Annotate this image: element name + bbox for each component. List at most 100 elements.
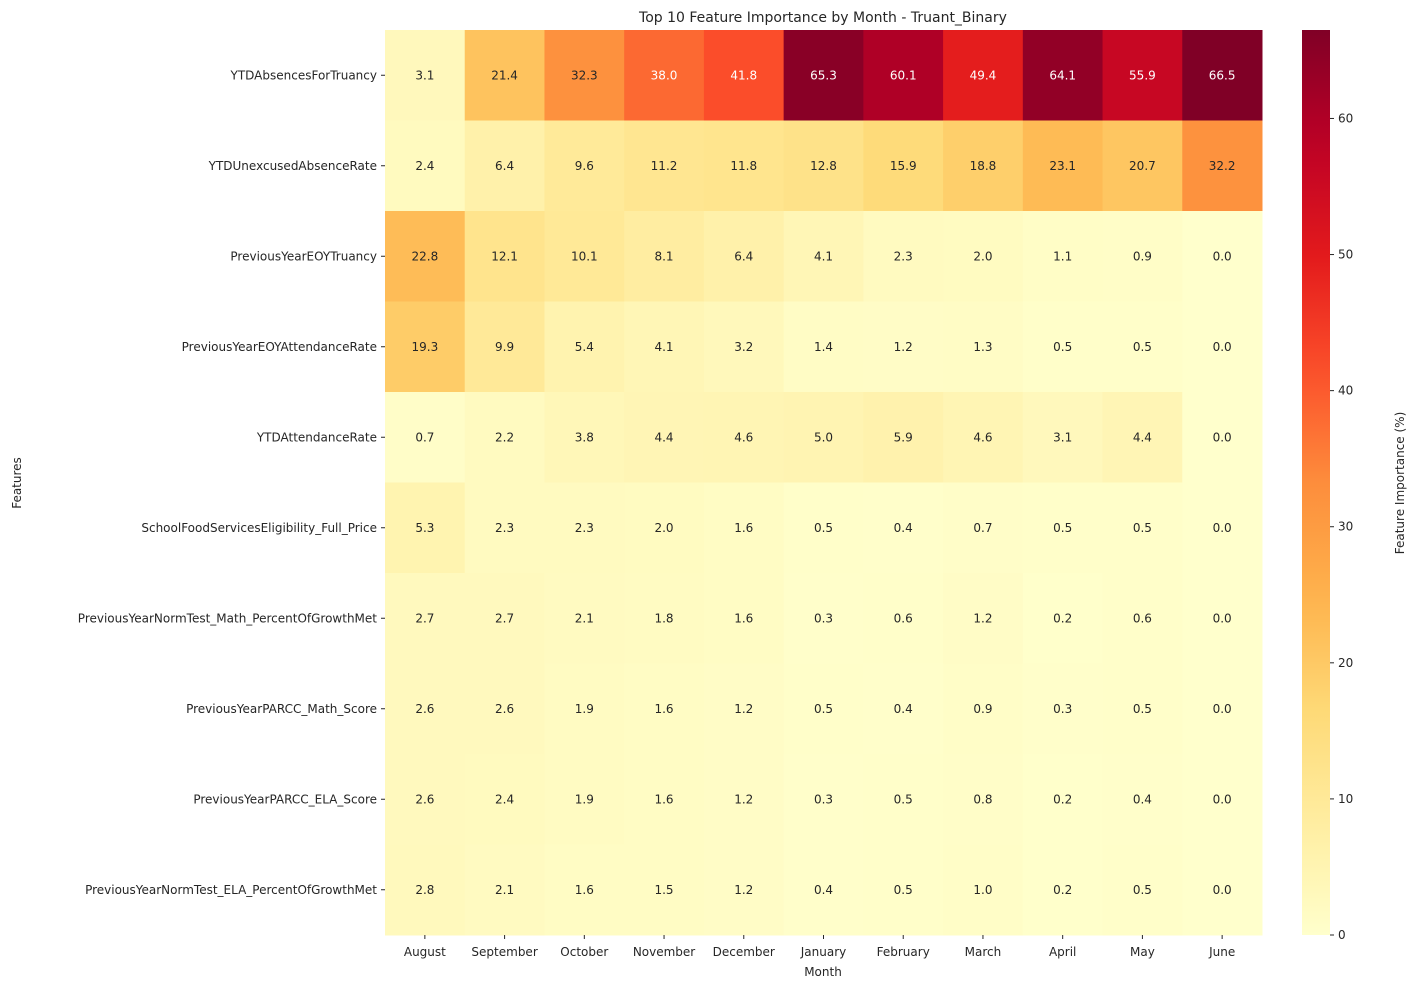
row-label: PreviousYearPARCC_Math_Score <box>186 702 377 716</box>
cell-value-label: 0.5 <box>814 521 833 535</box>
cell-value-label: 2.1 <box>495 883 514 897</box>
colorbar-tick-label: 0 <box>1338 928 1346 942</box>
cell-value-label: 0.0 <box>1213 702 1232 716</box>
cell-value-label: 1.2 <box>973 611 992 625</box>
heatmap-cell <box>863 301 944 393</box>
y-axis-label: Features <box>10 457 24 509</box>
row-label: PreviousYearEOYTruancy <box>230 249 377 263</box>
cell-value-label: 6.4 <box>734 249 753 263</box>
cell-value-label: 5.9 <box>894 430 913 444</box>
cell-value-label: 20.7 <box>1129 159 1156 173</box>
cell-value-label: 0.4 <box>894 702 913 716</box>
cell-value-label: 3.1 <box>415 68 434 82</box>
heatmap-cell <box>464 844 545 936</box>
cell-value-label: 1.3 <box>973 340 992 354</box>
heatmap-cell <box>943 120 1024 212</box>
heatmap-cell <box>624 754 705 845</box>
cell-value-label: 1.4 <box>814 340 833 354</box>
row-label: SchoolFoodServicesEligibility_Full_Price <box>141 521 377 535</box>
cell-value-label: 0.8 <box>973 792 992 806</box>
cell-value-label: 0.5 <box>1133 702 1152 716</box>
heatmap-cell <box>1182 844 1263 936</box>
cell-value-label: 21.4 <box>491 68 518 82</box>
heatmap-cell <box>1182 211 1263 302</box>
heatmap-cell <box>385 392 466 483</box>
heatmap-cell <box>624 30 705 121</box>
cell-value-label: 2.6 <box>495 702 514 716</box>
heatmap-cell <box>1022 663 1104 755</box>
heatmap-cell <box>1182 392 1263 483</box>
row-label: YTDUnexcusedAbsenceRate <box>208 159 377 173</box>
cell-value-label: 0.3 <box>814 792 833 806</box>
colorbar-label: Feature Importance (%) <box>1393 412 1407 555</box>
heatmap-cell <box>863 392 944 483</box>
heatmap-cells: 3.1 21.4 32.3 38.0 41.8 65.3 60.1 49.4 64.1 55.9 6… <box>385 30 1263 936</box>
heatmap-cell <box>703 663 785 755</box>
cell-value-label: 1.5 <box>654 883 673 897</box>
cell-value-label: 0.9 <box>1133 249 1152 263</box>
heatmap-cell <box>943 754 1024 845</box>
row-labels: YTDAbsencesForTruancy YTDUnexcusedAbsence… <box>78 68 385 897</box>
heatmap-cell <box>624 120 705 212</box>
column-label: February <box>877 945 930 959</box>
cell-value-label: 11.8 <box>730 159 757 173</box>
column-label: May <box>1130 945 1155 959</box>
cell-value-label: 2.3 <box>575 521 594 535</box>
heatmap-cell <box>1022 30 1104 121</box>
heatmap-cell <box>943 30 1024 121</box>
colorbar-tick-label: 60 <box>1338 111 1353 125</box>
cell-value-label: 0.0 <box>1213 883 1232 897</box>
cell-value-label: 2.7 <box>495 611 514 625</box>
cell-value-label: 0.5 <box>1133 521 1152 535</box>
heatmap-cell <box>385 120 466 212</box>
cell-value-label: 0.4 <box>1133 792 1152 806</box>
heatmap-cell <box>624 844 705 936</box>
cell-value-label: 0.4 <box>814 883 833 897</box>
heatmap-cell <box>1182 482 1263 574</box>
heatmap-cell <box>943 573 1024 664</box>
cell-value-label: 4.6 <box>734 430 753 444</box>
heatmap-cell <box>783 301 864 393</box>
heatmap-cell <box>1182 754 1263 845</box>
heatmap-cell <box>385 211 466 302</box>
cell-value-label: 3.2 <box>734 340 753 354</box>
cell-value-label: 1.1 <box>1053 249 1072 263</box>
cell-value-label: 38.0 <box>651 68 678 82</box>
heatmap-cell <box>783 844 864 936</box>
cell-value-label: 1.9 <box>575 792 594 806</box>
heatmap-cell <box>703 301 785 393</box>
cell-value-label: 0.7 <box>415 430 434 444</box>
heatmap-cell <box>783 663 864 755</box>
heatmap-cell <box>783 754 864 845</box>
heatmap-cell <box>943 482 1024 574</box>
cell-value-label: 1.6 <box>654 702 673 716</box>
cell-value-label: 0.5 <box>1053 340 1072 354</box>
heatmap-cell <box>385 30 466 121</box>
heatmap-cell <box>385 573 466 664</box>
heatmap-cell <box>1022 844 1104 936</box>
heatmap-cell <box>783 120 864 212</box>
chart-title: Top 10 Feature Importance by Month - Tru… <box>638 10 1007 26</box>
heatmap-cell <box>385 301 466 393</box>
cell-value-label: 1.6 <box>734 611 753 625</box>
column-label: December <box>713 945 775 959</box>
colorbar-tick-label: 50 <box>1338 248 1353 262</box>
cell-value-label: 0.0 <box>1213 340 1232 354</box>
heatmap-cell <box>1022 754 1104 845</box>
heatmap-cell <box>624 301 705 393</box>
heatmap-cell <box>1102 844 1183 936</box>
column-labels: August September October November December Ja… <box>404 935 1235 959</box>
heatmap-cell <box>1102 30 1183 121</box>
heatmap-cell <box>624 392 705 483</box>
heatmap-cell <box>464 30 545 121</box>
heatmap-cell <box>385 663 466 755</box>
cell-value-label: 12.1 <box>491 249 518 263</box>
cell-value-label: 4.4 <box>654 430 673 444</box>
cell-value-label: 10.1 <box>571 249 598 263</box>
heatmap-cell <box>703 120 785 212</box>
heatmap-cell <box>1022 120 1104 212</box>
column-label: August <box>404 945 446 959</box>
colorbar <box>1302 30 1330 935</box>
heatmap-cell <box>624 663 705 755</box>
